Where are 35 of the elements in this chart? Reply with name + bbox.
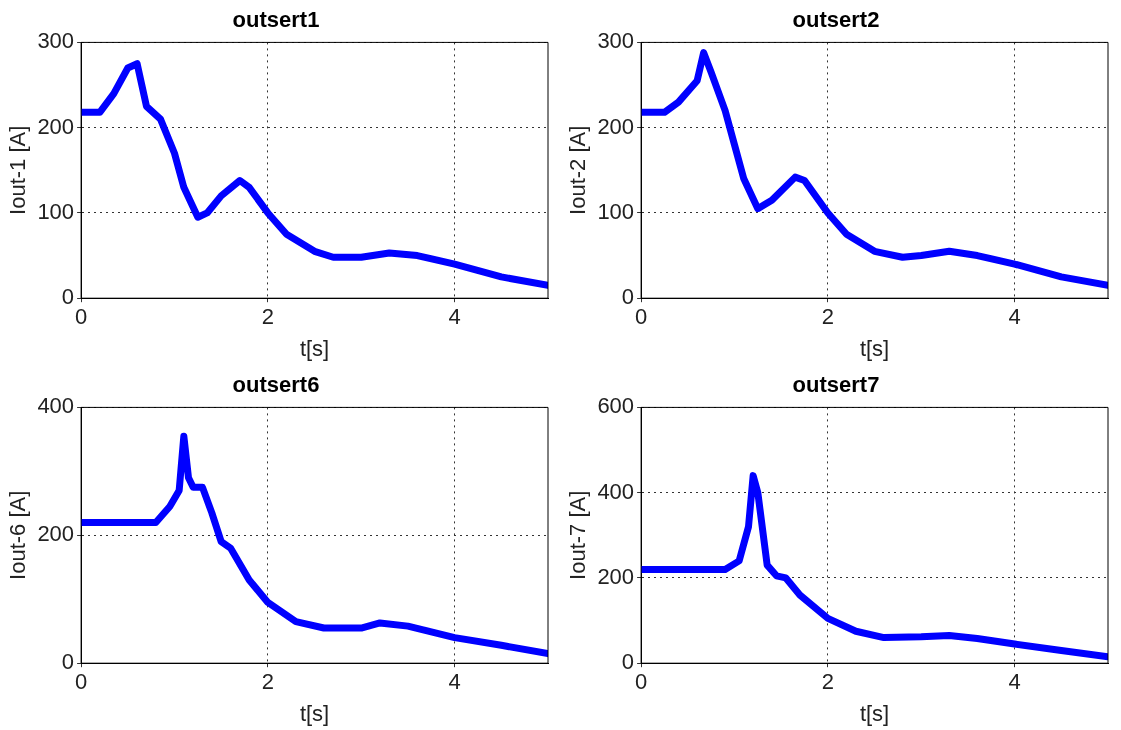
y-tick-label: 0 — [61, 284, 75, 310]
x-tick-label: 4 — [448, 304, 461, 330]
chart-title: outsert6 — [232, 372, 320, 398]
y-axis-title: Iout-7 [A] — [565, 490, 591, 580]
y-tick-label: 0 — [621, 649, 635, 675]
x-tick-label: 4 — [1008, 304, 1021, 330]
y-tick-label: 300 — [37, 28, 75, 54]
y-tick-label: 100 — [597, 199, 635, 224]
y-tick-label: 400 — [597, 478, 635, 504]
x-axis-title: t[s] — [859, 335, 890, 361]
y-axis-title: Iout-2 [A] — [565, 125, 591, 215]
chart-title: outsert1 — [232, 7, 320, 33]
x-tick-label: 4 — [448, 669, 461, 695]
y-tick-label: 600 — [597, 393, 635, 419]
y-tick-label: 0 — [61, 649, 75, 675]
x-tick-label: 2 — [261, 669, 274, 695]
y-tick-label: 200 — [597, 564, 635, 589]
chart-title: outsert2 — [792, 7, 880, 33]
x-tick-label: 4 — [1008, 669, 1021, 695]
y-tick-label: 200 — [37, 113, 75, 139]
y-tick-label: 200 — [37, 521, 75, 547]
x-tick-label: 2 — [821, 669, 834, 695]
y-tick-label: 300 — [597, 28, 635, 54]
y-tick-label: 100 — [37, 199, 75, 224]
x-axis-title: t[s] — [299, 335, 330, 361]
y-axis-title: Iout-1 [A] — [5, 125, 31, 215]
y-tick-label: 200 — [597, 113, 635, 139]
x-tick-label: 2 — [821, 304, 834, 330]
y-axis-title: Iout-6 [A] — [5, 490, 31, 580]
x-axis-title: t[s] — [859, 700, 890, 726]
chart-title: outsert7 — [792, 372, 880, 398]
x-tick-label: 2 — [261, 304, 274, 330]
y-tick-label: 400 — [37, 393, 75, 419]
x-axis-title: t[s] — [299, 700, 330, 726]
y-tick-label: 0 — [621, 284, 635, 310]
